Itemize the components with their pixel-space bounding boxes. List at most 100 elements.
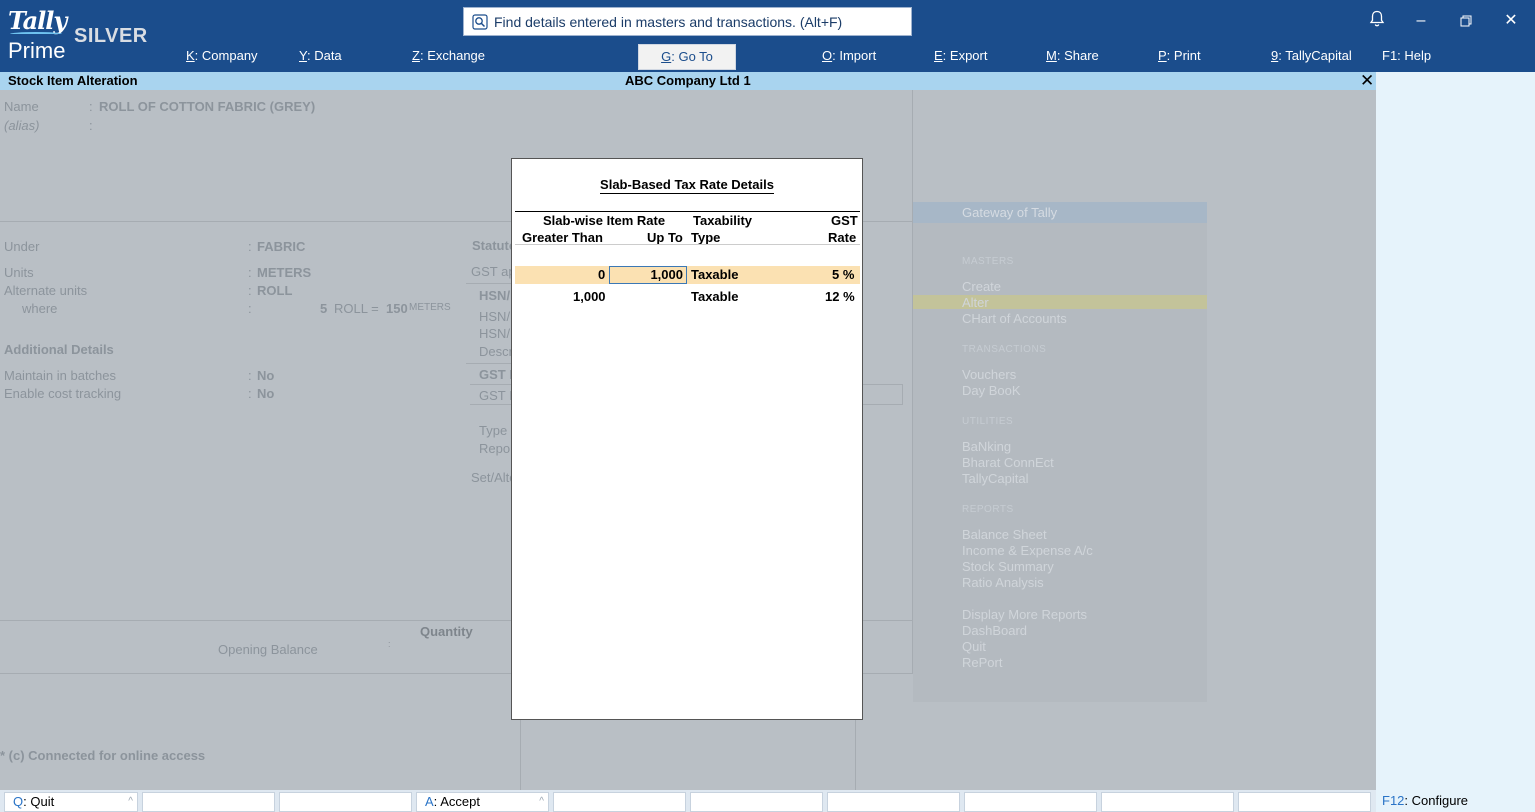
accept-button[interactable]: A: Accept ^ [416,792,549,812]
description-label: Descr [479,344,513,359]
quantity-header: Quantity [420,624,473,639]
slab-2-greater-than[interactable]: 1,000 [573,289,606,304]
hsn-source-label: HSN/ [479,309,511,324]
alternate-units-value[interactable]: ROLL [257,283,293,298]
where-label: where [22,301,58,316]
menu-company[interactable]: K: Company [186,48,258,63]
empty-slot-7[interactable] [827,792,960,812]
up-to-header: Up To [647,230,683,245]
batches-label: Maintain in batches [4,368,117,383]
reporting-label: Repo [479,441,511,456]
empty-slot-5[interactable] [553,792,686,812]
under-value[interactable]: FABRIC [257,239,306,254]
gst-header: GST [831,213,858,228]
reports-heading: REPORTS [962,504,1014,515]
type-header: Type [691,230,721,245]
slab-1-greater-than[interactable]: 0 [598,267,606,282]
gateway-create[interactable]: Create [962,279,1002,294]
name-value[interactable]: ROLL OF COTTON FABRIC (GREY) [99,99,316,114]
close-icon[interactable]: ✕ [1504,12,1518,29]
slab-2-type[interactable]: Taxable [691,289,739,304]
top-bar: Tally Prime SILVER Find details entered … [0,0,1535,72]
bell-icon[interactable] [1365,10,1389,32]
alias-label: (alias) [4,118,40,133]
opening-balance-label: Opening Balance [218,642,318,657]
empty-slot-3[interactable] [279,792,412,812]
gateway-banking[interactable]: BaNking [962,439,1012,454]
additional-details-heading: Additional Details [4,342,114,357]
empty-slot-6[interactable] [690,792,823,812]
slab-2-rate[interactable]: 12 % [825,289,855,304]
search-input[interactable]: Find details entered in masters and tran… [463,7,912,36]
configure-button[interactable]: F12: Configure [1376,790,1535,812]
gateway-chart-of-accounts[interactable]: CHart of Accounts [962,311,1067,326]
dialog-title: Slab-Based Tax Rate Details [600,177,774,194]
menu-data[interactable]: Y: Data [299,48,342,63]
search-placeholder: Find details entered in masters and tran… [494,14,843,30]
empty-slot-9[interactable] [1101,792,1234,812]
gateway-income-expense[interactable]: Income & Expense A/c [962,543,1093,558]
where-conversion[interactable]: 150 [386,301,408,316]
rate-header: Rate [828,230,857,245]
under-label: Under [4,239,40,254]
gateway-tallycapital[interactable]: TallyCapital [962,471,1029,486]
transactions-heading: TRANSACTIONS [962,344,1047,355]
slab-row-1[interactable] [515,266,860,284]
where-conversion-unit: METERS [409,302,451,313]
alternate-units-label: Alternate units [4,283,88,298]
slab-item-rate-header: Slab-wise Item Rate [543,213,666,228]
menu-print[interactable]: P: Print [1158,48,1201,63]
slab-1-rate[interactable]: 5 % [832,267,855,282]
type-label: Type [479,423,508,438]
logo-swoosh [10,32,62,36]
gateway-display-more-reports[interactable]: Display More Reports [962,607,1087,622]
slab-1-type[interactable]: Taxable [691,267,739,282]
search-icon [472,14,488,30]
company-name: ABC Company Ltd 1 [625,73,751,88]
gst-details-label: GST I [479,388,513,403]
gateway-vouchers[interactable]: Vouchers [962,367,1017,382]
gateway-balance-sheet[interactable]: Balance Sheet [962,527,1047,542]
slab-tax-rate-dialog: Slab-Based Tax Rate Details Slab-wise It… [511,158,863,720]
gateway-alter[interactable]: Alter [962,295,989,310]
cost-tracking-value[interactable]: No [257,386,275,401]
batches-value[interactable]: No [257,368,275,383]
gateway-dashboard[interactable]: DashBoard [962,623,1028,638]
edition-label: SILVER [74,25,148,47]
greater-than-header: Greater Than [522,230,603,245]
gateway-bharat-connect[interactable]: Bharat ConnEct [962,455,1054,470]
close-screen-icon[interactable]: ✕ [1360,71,1375,90]
gateway-report[interactable]: RePort [962,655,1003,670]
empty-slot-10[interactable] [1238,792,1371,812]
gateway-day-book[interactable]: Day BooK [962,383,1021,398]
menu-tallycapital[interactable]: 9: TallyCapital [1271,48,1352,63]
where-unit: ROLL = [334,301,379,316]
menu-exchange[interactable]: Z: Exchange [412,48,486,63]
gateway-stock-summary[interactable]: Stock Summary [962,559,1054,574]
gateway-quit[interactable]: Quit [962,639,986,654]
gateway-panel [913,202,1207,702]
menu-import[interactable]: O: Import [822,48,877,63]
gateway-ratio-analysis[interactable]: Ratio Analysis [962,575,1044,590]
screen-title: Stock Item Alteration [8,73,138,88]
restore-icon[interactable] [1454,10,1478,32]
status-bar: Q: Quit ^ A: Accept ^ F12: Configure [0,790,1535,812]
masters-heading: MASTERS [962,256,1014,267]
menu-export[interactable]: E: Export [934,48,988,63]
menu-goto[interactable]: G: Go To [638,44,736,70]
gateway-title: Gateway of Tally [962,205,1058,220]
where-qty[interactable]: 5 [320,301,328,316]
logo-prime: Prime [8,38,66,63]
units-label: Units [4,265,34,280]
gateway-title-bar: Gateway of Tally [913,202,1207,223]
minimize-icon[interactable]: – [1416,12,1426,29]
units-value[interactable]: METERS [257,265,312,280]
menu-help[interactable]: F1: Help [1382,48,1432,63]
quit-button[interactable]: Q: Quit ^ [4,792,138,812]
slab-1-up-to-input[interactable]: 1,000 [609,266,687,284]
empty-slot-2[interactable] [142,792,275,812]
menu-share[interactable]: M: Share [1046,48,1099,63]
hsn-heading: HSN/ [479,288,511,303]
set-alter-label: Set/Alte [471,470,517,485]
empty-slot-8[interactable] [964,792,1097,812]
